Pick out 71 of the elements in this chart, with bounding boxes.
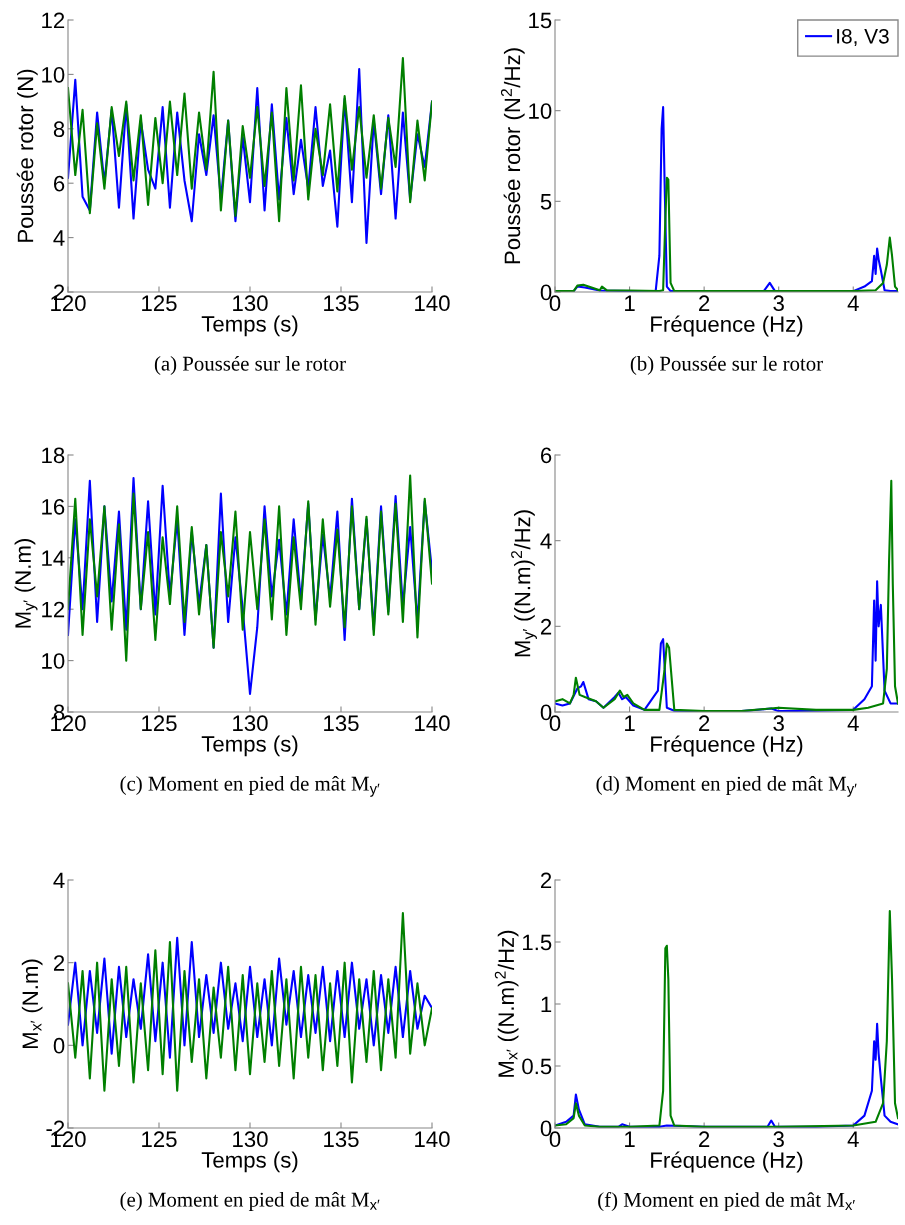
y-tick-label: 12 [42,12,65,29]
y-tick-label: 4 [540,533,552,549]
y-tick-label: 16 [42,498,65,515]
y-tick-label: 0.5 [522,1058,552,1075]
x-tick-label: 125 [142,295,177,312]
y-axis-title: Poussée rotor (N) [16,69,38,242]
x-tick-label: 3 [773,295,784,312]
y-tick-label: 10 [42,653,65,669]
x-tick-label: 125 [142,715,177,732]
text: (a) Poussée sur le rotor [154,356,346,375]
legend-label: I8, V3 [837,28,889,47]
x-tick-label: 4 [847,295,859,311]
y-tick-label: 4 [53,872,65,889]
x-tick-label: 1 [625,295,635,311]
y-tick-label: 15 [529,12,552,29]
y-tick-label: 2 [53,955,65,971]
y-tick-label: 10 [42,66,65,83]
y-axis-title: M$_{y′}$ ((N.m)$^{2}$/Hz) [511,510,537,657]
x-tick-label: 130 [233,715,268,732]
text: (b) Poussée sur le rotor [630,356,823,375]
y-tick-label: 10 [529,103,552,119]
x-tick-label: 135 [324,715,359,732]
y-tick-label: 6 [53,175,65,192]
x-tick-label: 1 [625,715,635,731]
y-tick-label: 8 [53,121,65,138]
x-tick-label: 3 [773,715,784,732]
x-tick-label: 135 [324,295,359,312]
x-tick-label: 2 [699,1131,710,1147]
x-tick-label: 140 [415,295,450,312]
y-tick-label: 2 [540,618,552,635]
x-tick-label: 130 [233,1131,268,1148]
y-tick-label: 1.5 [523,934,552,951]
y-tick-label: 14 [42,550,65,566]
y-tick-label: 2 [540,872,552,889]
line-series [68,67,432,245]
y-tick-label: 1 [541,996,552,1013]
x-axis-title: Fréquence (Hz) [651,1151,803,1173]
x-tick-label: 2 [699,295,710,311]
y-tick-label: 5 [540,194,552,210]
x-tick-label: 135 [324,1131,359,1148]
x-axis-title: Fréquence (Hz) [651,735,803,757]
y-tick-label: 0 [53,1037,65,1054]
x-tick-label: 140 [415,1131,450,1148]
y-tick-label: 4 [53,230,65,246]
line-series [68,57,432,223]
text: (e) Moment en pied de mât M$_{x′}$ [120,1192,380,1211]
x-tick-label: 3 [773,1131,784,1148]
line-series [68,912,432,1092]
y-axis-title: M$_{y′}$ (N.m) [14,539,38,628]
line-series [68,474,432,662]
x-axis-title: Temps (s) [201,735,298,757]
y-axis-title: M$_{x′}$ ((N.m)$^{2}$/Hz) [494,930,519,1077]
x-axis-title: Temps (s) [201,1151,298,1173]
y-axis-title: M$_{x′}$ (N.m) [21,959,43,1049]
text: (d) Moment en pied de mât M$_{y′}$ [596,776,857,797]
x-axis-title: Fréquence (Hz) [651,315,803,337]
x-tick-label: 4 [847,1131,859,1147]
x-tick-label: 4 [847,715,859,731]
y-tick-label: 6 [540,447,552,464]
x-axis-title: Temps (s) [201,315,298,337]
x-tick-label: 140 [415,715,450,732]
y-tick-label: 18 [42,447,65,464]
line-series [68,936,432,1059]
y-tick-label: 12 [42,601,65,618]
x-tick-label: 125 [142,1131,177,1148]
x-tick-label: 130 [233,295,268,312]
x-tick-label: 2 [699,715,710,731]
text: (f) Moment en pied de mât M$_{x′}$ [598,1192,855,1212]
y-axis-title: Poussée rotor (N$^{2}$/Hz) [500,48,525,264]
text: (c) Moment en pied de mât M$_{y′}$ [120,776,380,797]
x-tick-label: 1 [625,1131,635,1147]
